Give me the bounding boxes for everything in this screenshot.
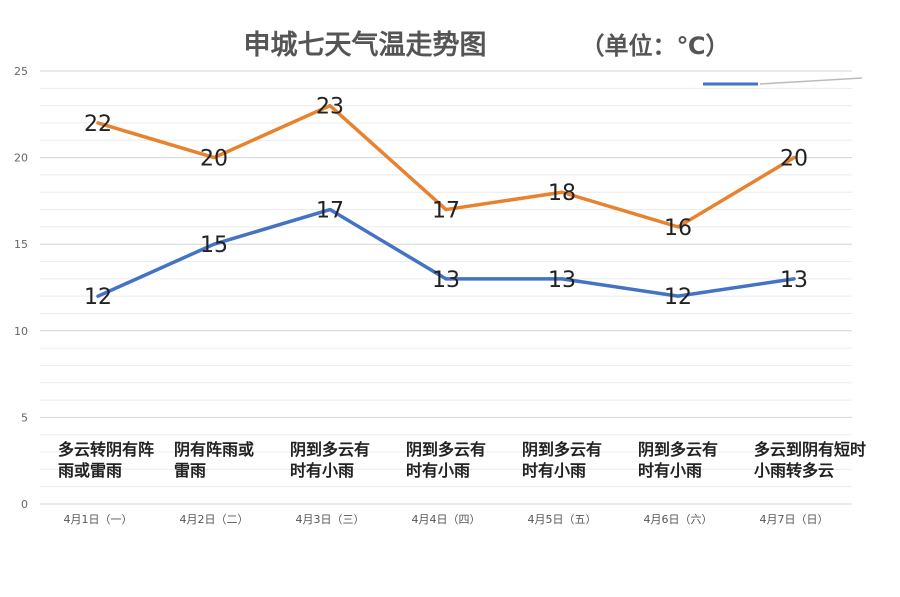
data-point xyxy=(212,242,216,246)
data-point xyxy=(444,277,448,281)
data-point xyxy=(328,104,332,108)
data-label: 12 xyxy=(84,285,112,310)
legend xyxy=(703,77,863,86)
weather-description: 阴到多云有 xyxy=(638,440,718,459)
data-point xyxy=(212,156,216,160)
data-label: 20 xyxy=(200,147,228,172)
weather-description: 小雨转多云 xyxy=(754,461,834,480)
y-tick-label: 5 xyxy=(21,411,28,424)
data-label: 13 xyxy=(432,268,460,293)
x-tick-label: 4月7日（日） xyxy=(760,513,829,526)
chart-title: 申城七天气温走势图 xyxy=(244,30,487,61)
y-axis-ticks: 0 5 10 15 20 25 xyxy=(14,65,28,511)
data-label: 16 xyxy=(664,216,692,241)
x-tick-label: 4月4日（四） xyxy=(412,513,481,526)
data-label: 22 xyxy=(84,112,112,137)
data-label: 13 xyxy=(548,268,576,293)
data-label: 17 xyxy=(432,199,460,224)
x-tick-label: 4月1日（一） xyxy=(64,513,133,526)
y-tick-label: 10 xyxy=(14,325,28,338)
weather-description: 时有小雨 xyxy=(406,461,470,480)
data-point xyxy=(560,190,564,194)
data-label: 15 xyxy=(200,233,228,258)
weather-description: 阴到多云有 xyxy=(522,440,602,459)
data-point xyxy=(676,225,680,229)
data-point xyxy=(676,294,680,298)
weather-description: 阴有阵雨或 xyxy=(174,440,254,459)
data-point xyxy=(328,208,332,212)
data-label: 23 xyxy=(316,95,344,120)
y-tick-label: 0 xyxy=(21,498,28,511)
data-point xyxy=(96,121,100,125)
weather-description: 时有小雨 xyxy=(522,461,586,480)
legend-swatch-trail xyxy=(759,77,863,85)
data-point xyxy=(792,156,796,160)
chart-unit-label: （单位：℃） xyxy=(580,32,729,60)
weather-description: 时有小雨 xyxy=(290,461,354,480)
weather-description: 时有小雨 xyxy=(638,461,702,480)
x-tick-label: 4月6日（六） xyxy=(644,513,713,526)
data-label: 12 xyxy=(664,285,692,310)
x-tick-label: 4月2日（二） xyxy=(180,513,249,526)
y-tick-label: 25 xyxy=(14,65,28,78)
weather-description: 阴到多云有 xyxy=(406,440,486,459)
y-tick-label: 15 xyxy=(14,238,28,251)
data-label: 18 xyxy=(548,181,576,206)
data-labels: 22 20 23 17 18 16 20 12 15 17 13 13 12 13 xyxy=(84,95,808,311)
x-axis-ticks: 4月1日（一） 4月2日（二） 4月3日（三） 4月4日（四） 4月5日（五） 4月6日（… xyxy=(64,513,829,526)
weather-description: 多云转阴有阵 xyxy=(58,440,154,459)
x-tick-label: 4月5日（五） xyxy=(528,513,597,526)
weather-description: 雷雨 xyxy=(174,461,206,480)
data-point xyxy=(792,277,796,281)
weather-description: 多云到阴有短时 xyxy=(754,440,866,459)
data-label: 17 xyxy=(316,199,344,224)
x-tick-label: 4月3日（三） xyxy=(296,513,365,526)
data-point xyxy=(96,294,100,298)
y-tick-label: 20 xyxy=(14,152,28,165)
weather-description: 雨或雷雨 xyxy=(58,461,122,480)
data-point xyxy=(444,208,448,212)
data-label: 13 xyxy=(780,268,808,293)
series xyxy=(96,103,796,298)
data-point xyxy=(560,277,564,281)
data-label: 20 xyxy=(780,147,808,172)
weather-description: 阴到多云有 xyxy=(290,440,370,459)
